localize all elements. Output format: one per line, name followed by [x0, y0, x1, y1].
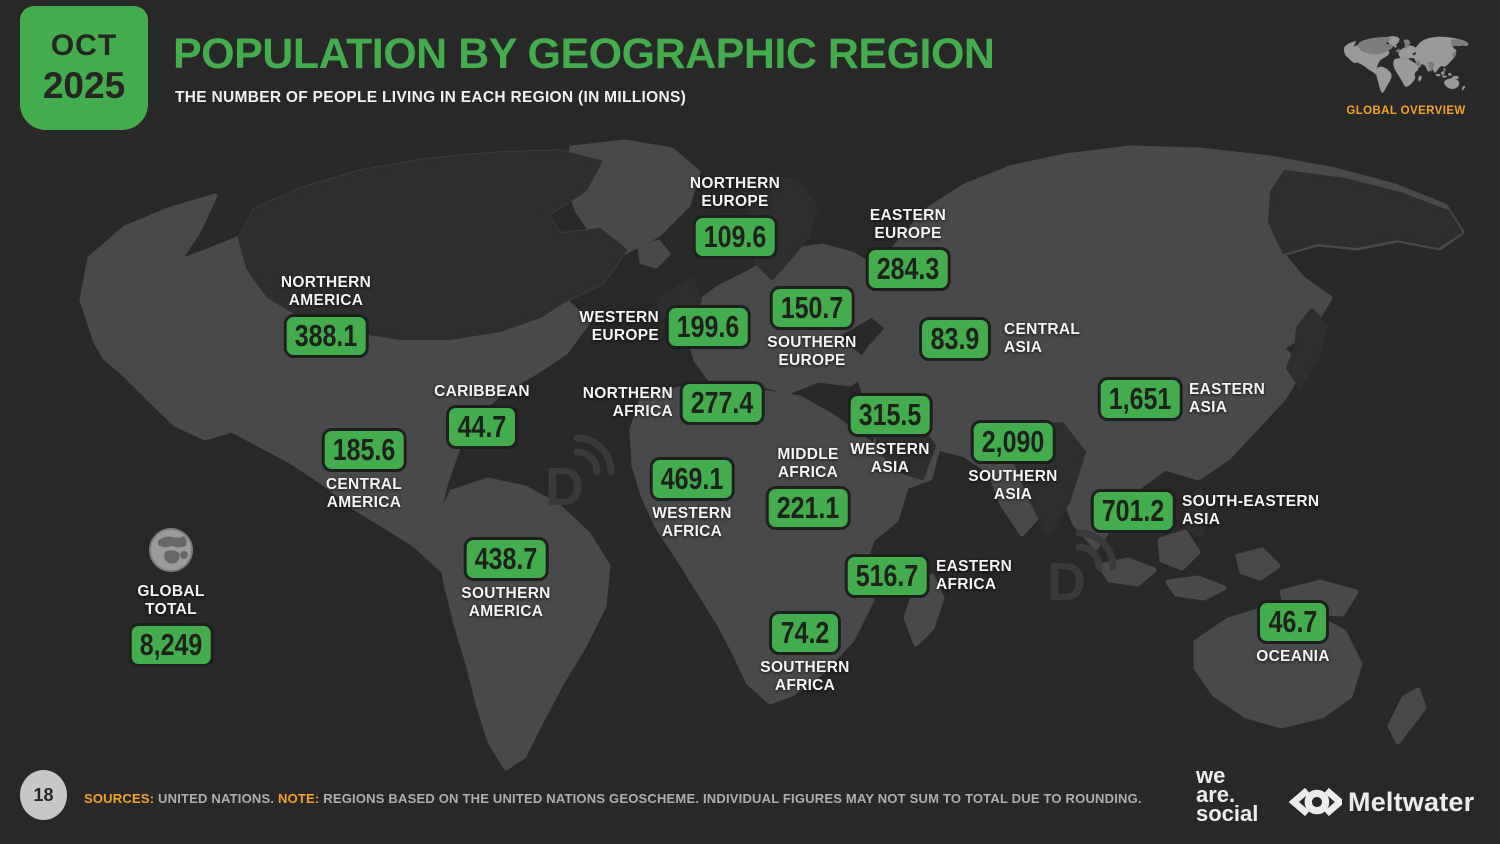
- region-value-badge: 284.3: [865, 247, 951, 291]
- region-value-badge: 2,090: [970, 420, 1056, 464]
- region-label: CARIBBEAN: [434, 383, 530, 401]
- global-overview-label: GLOBAL OVERVIEW: [1346, 105, 1466, 117]
- region-value: 74.2: [780, 615, 830, 651]
- page-number: 18: [20, 770, 67, 820]
- region-label: SOUTHERN ASIA: [968, 468, 1058, 503]
- meltwater-eye-icon: [1288, 787, 1342, 817]
- region-value: 284.3: [876, 251, 940, 287]
- meltwater-wordmark: Meltwater: [1348, 786, 1475, 817]
- page-title: POPULATION BY GEOGRAPHIC REGION: [173, 30, 995, 78]
- global-total-label: GLOBAL TOTAL: [137, 583, 205, 619]
- region-label: WESTERN EUROPE: [579, 309, 659, 344]
- region-label: WESTERN ASIA: [850, 441, 930, 476]
- region-value-badge: 469.1: [649, 457, 735, 501]
- global-total-value: 8,249: [139, 627, 203, 663]
- region-value: 199.6: [676, 309, 740, 345]
- datareportal-watermark: D: [545, 434, 615, 517]
- region-value-badge: 277.4: [679, 381, 765, 425]
- region-value: 109.6: [703, 219, 767, 255]
- region-value: 388.1: [294, 318, 358, 354]
- region-value: 83.9: [930, 321, 980, 357]
- region-value-badge: 388.1: [283, 314, 369, 358]
- region-value: 701.2: [1101, 493, 1165, 529]
- region-value-badge: 109.6: [692, 215, 778, 259]
- region-label: MIDDLE AFRICA: [777, 446, 839, 482]
- globe-icon: [149, 528, 193, 572]
- region-value: 2,090: [981, 424, 1045, 460]
- region-label: WESTERN AFRICA: [652, 505, 732, 540]
- region-label: NORTHERN AFRICA: [582, 385, 673, 420]
- region-value: 469.1: [660, 461, 724, 497]
- region-value-badge: 44.7: [446, 405, 518, 449]
- region-value-badge: 199.6: [665, 305, 751, 349]
- region-label: SOUTHERN EUROPE: [767, 334, 857, 369]
- region-label: NORTHERN EUROPE: [689, 175, 781, 211]
- region-value-badge: 221.1: [765, 486, 851, 530]
- region-value: 44.7: [457, 409, 507, 445]
- global-total-badge: 8,249: [128, 623, 214, 667]
- region-value-badge: 185.6: [321, 428, 407, 472]
- region-value-badge: 701.2: [1090, 489, 1176, 533]
- region-value: 1,651: [1108, 381, 1172, 417]
- region-label: CENTRAL ASIA: [1004, 321, 1081, 356]
- region-label: EASTERN EUROPE: [869, 207, 947, 243]
- region-label: SOUTH-EASTERN ASIA: [1182, 493, 1320, 528]
- we-are-social-logo: we are. social: [1196, 763, 1259, 826]
- footer-note: SOURCES: UNITED NATIONS. NOTE: REGIONS B…: [84, 791, 1142, 806]
- date-month: OCT: [50, 29, 118, 62]
- note-label: NOTE:: [278, 791, 320, 806]
- region-label: EASTERN ASIA: [1189, 381, 1266, 416]
- page-subtitle: THE NUMBER OF PEOPLE LIVING IN EACH REGI…: [175, 89, 687, 106]
- region-label: OCEANIA: [1256, 648, 1330, 665]
- region-value-badge: 438.7: [463, 537, 549, 581]
- date-badge: OCT 2025: [20, 6, 148, 130]
- sources-label: SOURCES:: [84, 791, 155, 806]
- region-value: 46.7: [1268, 604, 1318, 640]
- sources-text: UNITED NATIONS.: [154, 791, 278, 806]
- region-value: 277.4: [690, 385, 754, 421]
- date-year: 2025: [42, 65, 126, 106]
- region-value: 315.5: [858, 397, 922, 433]
- region-value-badge: 1,651: [1097, 377, 1183, 421]
- mini-world-map-icon: [1343, 36, 1469, 93]
- meltwater-logo: Meltwater: [1288, 786, 1474, 818]
- region-label: CENTRAL AMERICA: [325, 476, 403, 511]
- note-text: REGIONS BASED ON THE UNITED NATIONS GEOS…: [319, 791, 1142, 806]
- region-label: NORTHERN AMERICA: [280, 274, 372, 310]
- global-overview-widget: GLOBAL OVERVIEW: [1342, 34, 1470, 117]
- region-value-badge: 516.7: [844, 554, 930, 598]
- region-value-badge: 46.7: [1257, 600, 1329, 644]
- region-value: 221.1: [776, 490, 840, 526]
- region-label: EASTERN AFRICA: [936, 558, 1013, 593]
- region-label: SOUTHERN AMERICA: [461, 585, 551, 620]
- region-label: SOUTHERN AFRICA: [760, 659, 850, 694]
- region-value-badge: 315.5: [847, 393, 933, 437]
- region-value-badge: 150.7: [769, 286, 855, 330]
- svg-text:D: D: [545, 457, 584, 517]
- region-value: 150.7: [780, 290, 844, 326]
- region-value: 516.7: [855, 558, 919, 594]
- region-value-badge: 74.2: [769, 611, 841, 655]
- region-value-badge: 83.9: [919, 317, 991, 361]
- region-value: 438.7: [474, 541, 538, 577]
- region-value: 185.6: [332, 432, 396, 468]
